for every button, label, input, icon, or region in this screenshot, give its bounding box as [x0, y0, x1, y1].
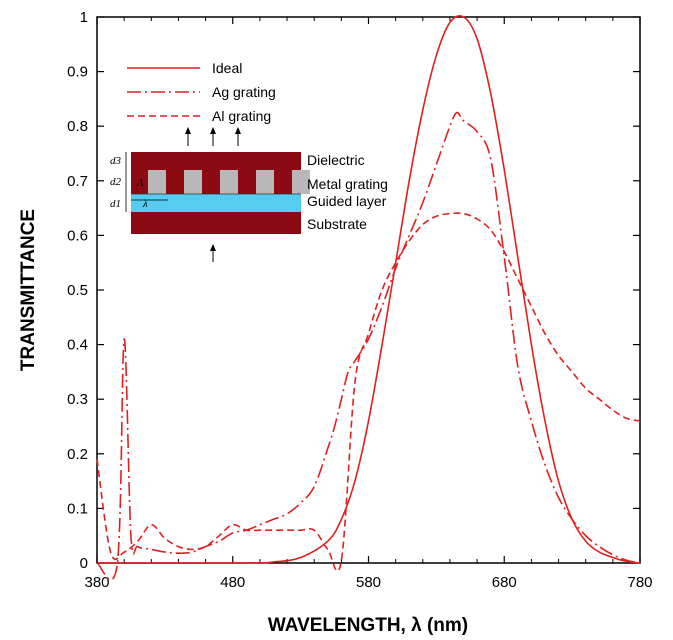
metal-grating-bar: [256, 170, 274, 194]
x-tick-label: 780: [627, 574, 652, 591]
legend-label: Ideal: [212, 60, 242, 76]
legend-label: Ag grating: [212, 84, 276, 100]
dimension-label: d2: [110, 176, 122, 188]
x-tick-label: 480: [220, 574, 245, 591]
tick-labels: 380 480 580 680 780 0 0.1 0.2 0.3 0.4 0.5 0.6 0.7 0.8…: [67, 9, 652, 591]
x-tick-label: 580: [356, 574, 381, 591]
output-arrow-head: [185, 127, 191, 134]
series-line-ag-grating: [96, 111, 641, 581]
y-tick-label: 0.5: [67, 282, 88, 299]
inset-layer-label: Metal grating: [307, 176, 388, 192]
output-arrow-head: [235, 127, 241, 134]
series-lines: [96, 15, 641, 581]
x-axis-title: WAVELENGTH, λ (nm): [268, 615, 468, 636]
y-tick-label: 0.9: [67, 64, 88, 81]
x-tick-label: 380: [84, 574, 109, 591]
y-tick-label: 0.1: [67, 500, 88, 517]
substrate-layer: [131, 212, 301, 234]
x-tick-label: 680: [492, 574, 517, 591]
y-tick-label: 1: [80, 9, 88, 26]
y-tick-label: 0.3: [67, 391, 88, 408]
inset-layer-label: Substrate: [307, 216, 367, 232]
inset-layer-label: Guided layer: [307, 193, 387, 209]
y-tick-label: 0.2: [67, 446, 88, 463]
inset-layer-label: Dielectric: [307, 152, 365, 168]
guided-layer: [131, 194, 301, 212]
axes-frame: [96, 16, 641, 564]
legend: Ideal Ag grating Al grating: [127, 60, 276, 124]
legend-label: Al grating: [212, 108, 271, 124]
dimension-label: d3: [110, 155, 122, 167]
metal-grating-bar: [148, 170, 166, 194]
period-label: Λ: [136, 177, 144, 189]
dielectric-layer: [131, 152, 301, 170]
wavelength-label: λ: [142, 198, 148, 210]
output-arrow-head: [210, 127, 216, 134]
y-tick-label: 0.6: [67, 227, 88, 244]
y-tick-label: 0.4: [67, 337, 88, 354]
y-tick-label: 0: [80, 555, 88, 572]
metal-grating-bar: [292, 170, 310, 194]
y-tick-label: 0.8: [67, 118, 88, 135]
metal-grating-bar: [220, 170, 238, 194]
series-line-ideal: [96, 15, 641, 564]
y-tick-label: 0.7: [67, 173, 88, 190]
series-line-al-grating: [96, 212, 641, 572]
metal-grating-bar: [184, 170, 202, 194]
y-axis-title: TRANSMITTANCE: [18, 209, 39, 371]
dimension-label: d1: [110, 198, 121, 210]
input-arrow-head: [210, 244, 216, 251]
